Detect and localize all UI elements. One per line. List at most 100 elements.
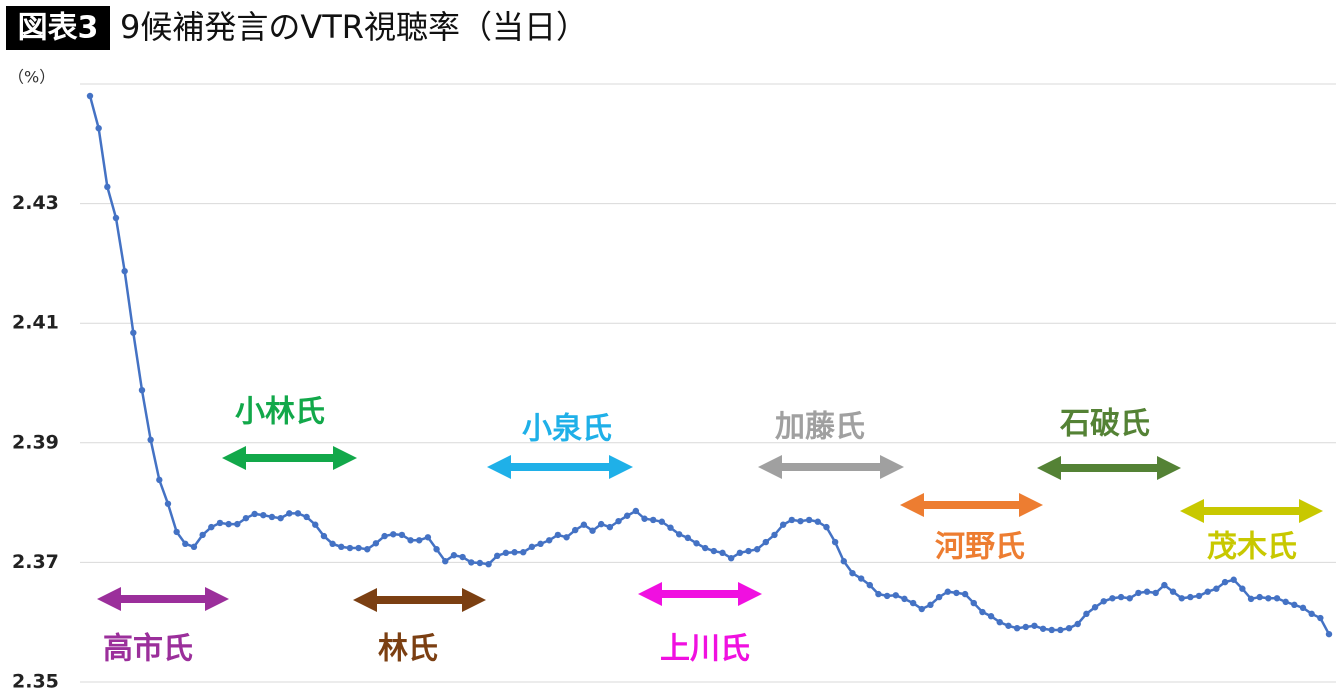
point (511, 549, 518, 556)
point (320, 532, 328, 540)
annotation-arrow-head (97, 587, 121, 611)
point (857, 575, 865, 582)
point (1291, 601, 1298, 609)
point (303, 513, 310, 521)
annotation-arrow-head (609, 455, 633, 479)
point (944, 588, 951, 595)
point (762, 538, 770, 546)
point (927, 601, 934, 609)
point (1135, 589, 1142, 597)
point (1074, 620, 1081, 628)
point (372, 540, 380, 547)
point (1022, 623, 1029, 631)
point (649, 516, 657, 524)
point (173, 528, 180, 536)
annotation: 小林氏 (222, 395, 357, 470)
point (1161, 581, 1168, 589)
point (727, 555, 735, 562)
point (1109, 595, 1116, 602)
point (268, 513, 276, 521)
point (1308, 610, 1315, 618)
point (130, 329, 137, 336)
point (554, 531, 562, 539)
point (875, 590, 882, 598)
point (1031, 622, 1038, 629)
point (164, 500, 172, 507)
point (86, 92, 94, 100)
point (294, 510, 302, 517)
annotation-arrow-head (462, 588, 486, 612)
point (1091, 604, 1099, 611)
point (546, 537, 553, 544)
title-badge: 図表3 (18, 11, 99, 46)
point (1204, 588, 1211, 595)
point (909, 599, 917, 607)
point (398, 531, 406, 539)
point (338, 543, 345, 551)
point (520, 549, 527, 556)
point (1265, 595, 1272, 602)
point (572, 526, 579, 534)
y-tick-label: 2.41 (12, 312, 59, 334)
annotation-label: 河野氏 (935, 530, 1025, 565)
point (1221, 578, 1229, 586)
point (623, 512, 631, 519)
annotation-arrow-head (1019, 493, 1043, 517)
point (814, 518, 822, 525)
point (606, 523, 614, 531)
annotation-arrow-head (1299, 499, 1323, 523)
point (615, 517, 622, 525)
annotation: 河野氏 (900, 493, 1043, 565)
point (1239, 585, 1246, 592)
point (987, 613, 995, 620)
y-tick-label: 2.39 (12, 431, 59, 453)
annotation-arrow-head (638, 582, 662, 606)
point (840, 558, 847, 565)
point (190, 543, 198, 551)
point (182, 540, 189, 548)
annotation: 石破氏 (1037, 407, 1181, 480)
point (450, 552, 458, 559)
point (771, 531, 778, 539)
annotation-arrow-head (1180, 499, 1204, 523)
point (485, 560, 492, 568)
point (537, 540, 544, 548)
point (286, 510, 293, 517)
point (234, 520, 241, 528)
point (121, 267, 128, 275)
point (364, 546, 371, 553)
annotation-label: 小泉氏 (522, 412, 612, 447)
title-badge-box (6, 6, 110, 50)
point (1143, 588, 1151, 595)
point (693, 540, 700, 547)
point (277, 514, 284, 522)
point (390, 531, 397, 538)
point (1100, 598, 1107, 605)
y-unit: （%） (8, 68, 55, 87)
point (753, 546, 761, 553)
point (736, 549, 744, 557)
point (563, 534, 570, 541)
point (935, 593, 943, 601)
point (251, 510, 258, 518)
point (589, 527, 596, 534)
point (996, 619, 1003, 626)
point (208, 523, 215, 531)
point (667, 524, 674, 531)
point (442, 558, 449, 565)
annotation-arrow-head (487, 455, 511, 479)
annotation-arrow-head (880, 455, 904, 479)
point (979, 608, 986, 616)
point (1013, 624, 1021, 632)
point (953, 589, 960, 597)
point (632, 507, 640, 515)
point (1126, 595, 1133, 602)
point (199, 531, 206, 539)
y-tick-label: 2.43 (12, 192, 59, 214)
point (597, 520, 605, 528)
point (312, 521, 319, 528)
point (1169, 588, 1177, 595)
point (641, 515, 648, 522)
point (866, 581, 873, 589)
